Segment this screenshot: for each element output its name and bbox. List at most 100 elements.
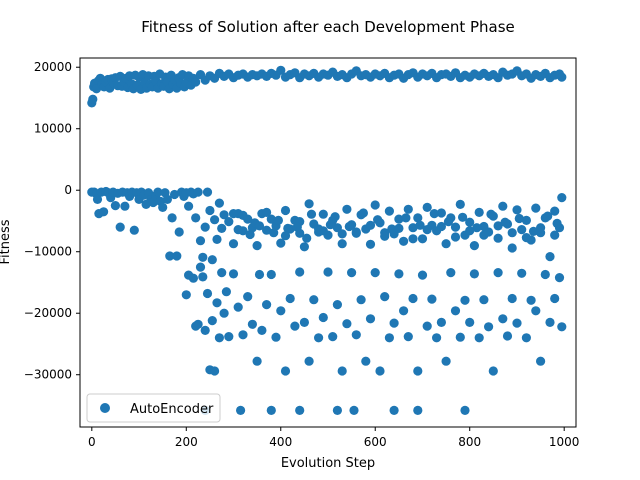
data-point [394, 269, 404, 279]
data-point [245, 229, 255, 240]
data-point [479, 230, 489, 240]
data-point [120, 201, 130, 211]
x-tick-label: 0 [88, 435, 96, 449]
data-point [309, 295, 319, 305]
data-point [446, 268, 456, 278]
data-point [460, 405, 470, 415]
data-point [262, 225, 272, 235]
data-point [262, 300, 272, 310]
data-point [399, 236, 409, 246]
data-point [370, 200, 380, 210]
data-point [207, 316, 217, 326]
data-point [375, 366, 385, 376]
data-point [514, 213, 524, 224]
data-point [207, 255, 217, 265]
data-point [384, 333, 394, 343]
data-point [347, 268, 357, 278]
data-point [465, 226, 475, 236]
data-point [198, 272, 208, 282]
data-point [413, 405, 423, 415]
data-point [344, 221, 354, 232]
legend-box [86, 393, 221, 423]
data-point [238, 210, 248, 220]
data-point [484, 322, 494, 332]
y-tick-label: 20000 [34, 60, 72, 74]
data-point [486, 209, 496, 219]
x-tick-label: 1000 [549, 435, 580, 449]
data-point [474, 333, 484, 343]
legend: AutoEncoder [86, 393, 221, 423]
data-point [195, 236, 206, 246]
data-point [129, 225, 139, 235]
data-point [342, 319, 352, 329]
data-point [337, 366, 347, 376]
data-point [557, 322, 567, 332]
data-point [330, 212, 340, 222]
data-point [221, 287, 231, 297]
data-point [299, 317, 309, 327]
data-point [512, 318, 522, 328]
data-point [243, 292, 253, 302]
data-point [557, 193, 567, 203]
data-point [184, 201, 194, 211]
data-point [422, 321, 432, 331]
data-point [252, 356, 262, 366]
data-point [408, 234, 418, 244]
data-point [323, 267, 333, 277]
x-tick-label: 200 [175, 435, 198, 449]
data-point [394, 223, 404, 233]
data-point [450, 222, 461, 232]
data-point [153, 187, 163, 197]
data-point [521, 215, 532, 225]
legend-marker [100, 403, 110, 413]
data-point [228, 209, 239, 219]
data-point [295, 405, 305, 415]
data-point [158, 202, 168, 212]
data-point [469, 269, 479, 279]
data-point [507, 243, 517, 253]
data-point [212, 298, 222, 308]
data-point [387, 224, 397, 234]
data-point [472, 223, 482, 233]
data-point [276, 306, 286, 316]
chart-title: Fitness of Solution after each Developme… [141, 18, 515, 36]
data-point [247, 319, 257, 329]
data-point [174, 227, 184, 237]
data-point [200, 325, 210, 335]
data-point [314, 224, 324, 234]
data-point [115, 222, 125, 232]
data-point [351, 227, 361, 237]
data-point [488, 366, 498, 376]
data-point [543, 211, 553, 221]
data-point [365, 314, 376, 324]
data-point [219, 210, 229, 220]
data-point [280, 231, 291, 241]
data-point [181, 290, 191, 300]
data-point [507, 228, 517, 238]
data-point [254, 221, 265, 231]
data-point [422, 225, 432, 235]
data-point [493, 221, 503, 231]
data-point [517, 268, 527, 278]
data-point [228, 239, 239, 249]
data-point [304, 356, 314, 366]
data-point [337, 229, 347, 239]
data-point [450, 232, 461, 242]
data-point [254, 269, 265, 280]
data-point [191, 77, 201, 87]
data-point [512, 205, 522, 215]
data-point [436, 221, 446, 232]
data-point [389, 318, 399, 328]
data-point [498, 314, 508, 324]
data-point [325, 220, 335, 230]
data-point [210, 366, 220, 376]
data-point [224, 332, 234, 342]
data-point [436, 208, 446, 218]
data-point [276, 238, 286, 248]
x-axis-label: Evolution Step [281, 456, 375, 471]
data-point [214, 198, 224, 208]
data-point [283, 223, 293, 233]
data-point [455, 199, 465, 209]
data-point [415, 220, 425, 230]
